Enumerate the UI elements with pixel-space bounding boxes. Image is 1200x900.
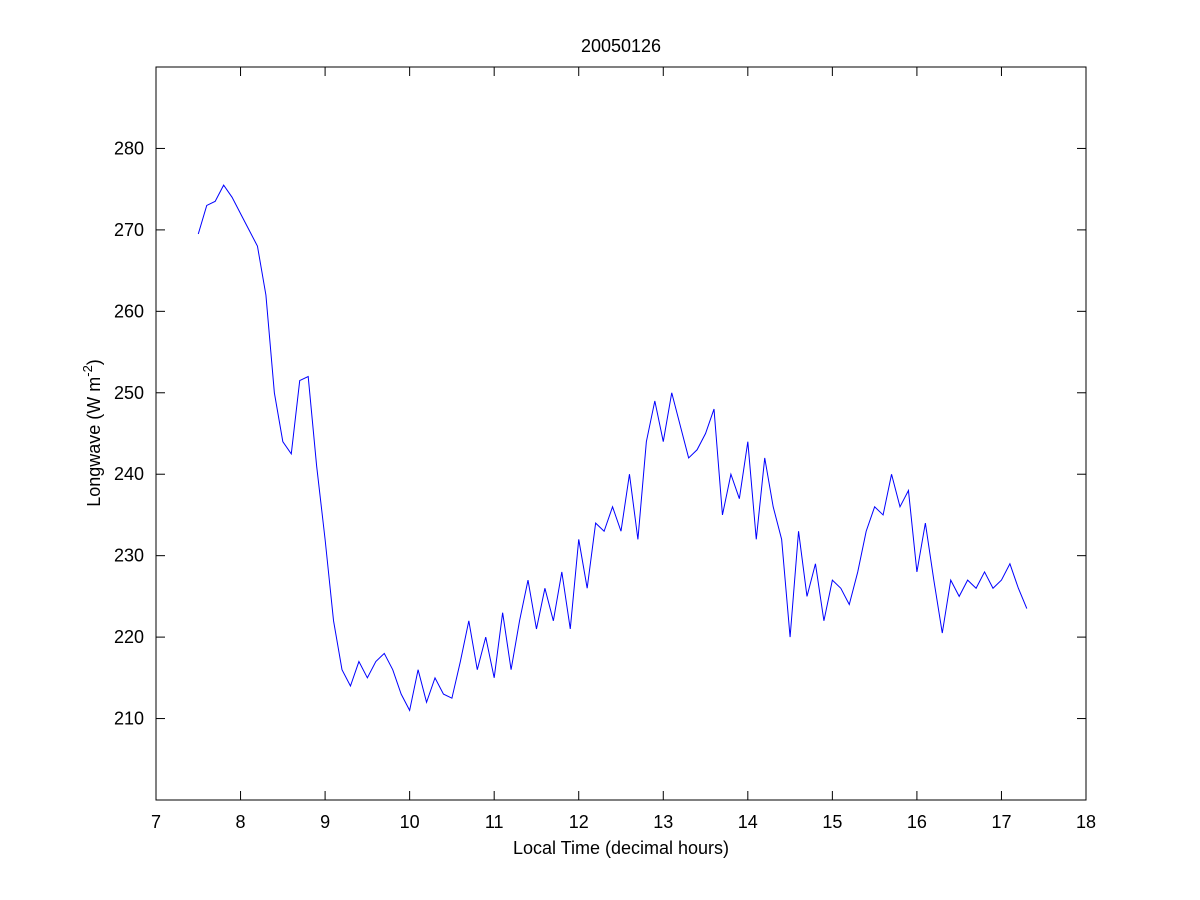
y-label-sup: -2: [80, 365, 95, 377]
x-axis-label: Local Time (decimal hours): [513, 838, 729, 858]
x-tick-label: 15: [822, 812, 842, 832]
x-tick-label: 13: [653, 812, 673, 832]
chart-title: 20050126: [581, 36, 661, 56]
plot-box: [155, 66, 1087, 801]
x-tick-label: 14: [738, 812, 758, 832]
y-label-text: Longwave (W m: [84, 377, 104, 507]
x-tick-label: 11: [485, 812, 504, 832]
y-tick-label: 280: [114, 138, 144, 158]
y-label-end: ): [84, 359, 104, 365]
data-line: [197, 184, 1028, 712]
y-tick-label: 220: [114, 627, 144, 647]
x-tick-label: 7: [151, 812, 161, 832]
y-tick-label: 250: [114, 383, 144, 403]
y-tick-label: 240: [114, 464, 144, 484]
x-tick-label: 10: [400, 812, 420, 832]
y-axis-label: Longwave (W m-2): [80, 359, 104, 507]
y-tick-label: 210: [114, 709, 144, 729]
x-tick-label: 16: [907, 812, 927, 832]
x-tick-label: 8: [236, 812, 246, 832]
y-tick-label: 270: [114, 220, 144, 240]
x-tick-label: 17: [991, 812, 1011, 832]
x-tick-label: 18: [1076, 812, 1096, 832]
y-tick-label: 230: [114, 546, 144, 566]
y-tick-label: 260: [114, 301, 144, 321]
x-tick-label: 9: [320, 812, 330, 832]
x-tick-label: 12: [569, 812, 589, 832]
